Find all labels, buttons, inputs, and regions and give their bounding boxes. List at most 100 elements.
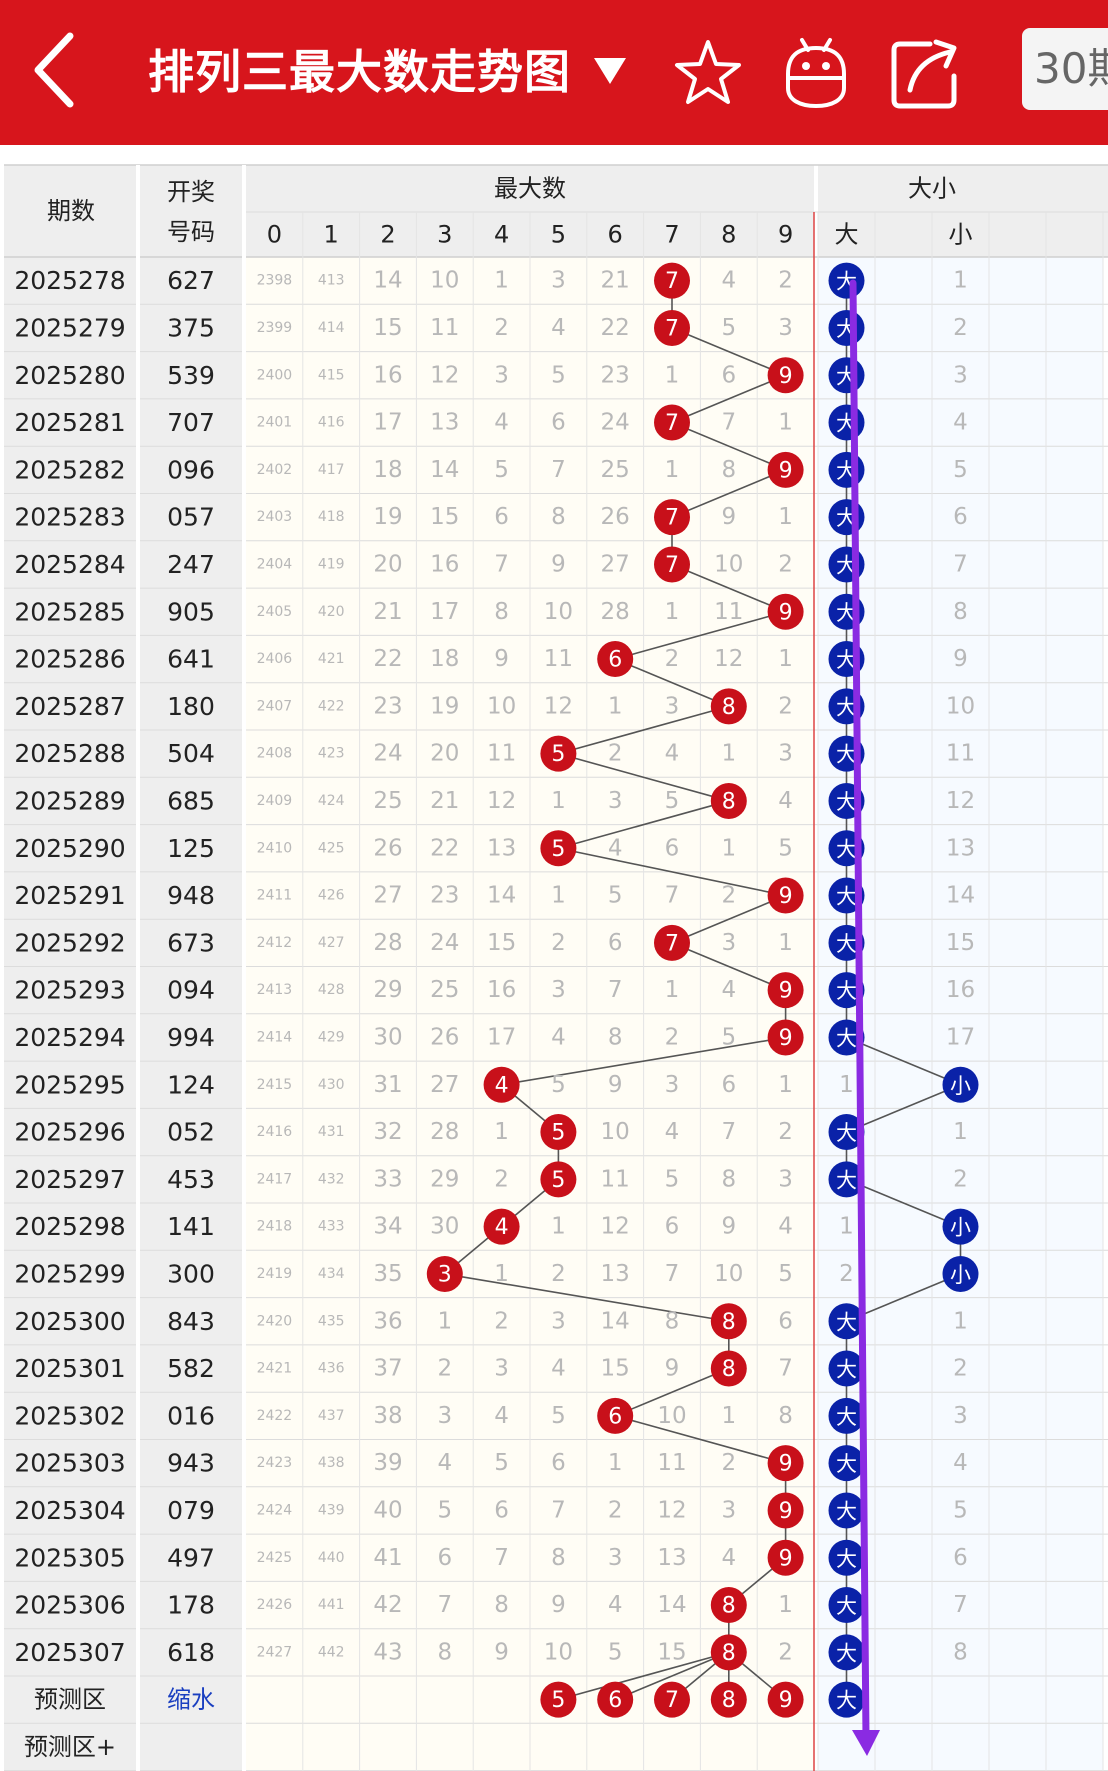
miss-count-cell: 4 bbox=[721, 1545, 736, 1571]
back-chevron-icon[interactable] bbox=[28, 30, 88, 110]
miss-count-cell: 14 bbox=[373, 268, 402, 294]
star-icon[interactable] bbox=[672, 34, 744, 110]
miss-count-cell: 29 bbox=[430, 1166, 459, 1192]
small-miss-count: 9 bbox=[953, 646, 968, 672]
predict-ball[interactable] bbox=[597, 1681, 634, 1718]
big-ball-label: 大 bbox=[836, 932, 857, 956]
prize-number-cell: 141 bbox=[167, 1212, 215, 1241]
small-ball bbox=[942, 1208, 979, 1245]
period-cell-bg bbox=[4, 540, 138, 589]
small-miss-count: 4 bbox=[953, 1450, 968, 1476]
miss-count-cell: 8 bbox=[494, 1592, 509, 1618]
max-digit-ball-label: 7 bbox=[665, 316, 679, 341]
big-ball bbox=[828, 1587, 865, 1624]
big-ball bbox=[828, 1539, 865, 1576]
trend-line-segment bbox=[558, 847, 786, 897]
app-header: 排列三最大数走势图 30期 bbox=[0, 0, 1108, 145]
page-title: 排列三最大数走势图 bbox=[148, 45, 571, 99]
miss-count-cell: 11 bbox=[601, 1166, 630, 1192]
prize-cell-bg bbox=[138, 1723, 244, 1771]
size-trend-segment bbox=[846, 1084, 961, 1133]
column-header-prize-line2: 号码 bbox=[167, 218, 215, 246]
miss-count-cell: 4 bbox=[437, 1450, 452, 1476]
miss-count-cell: 6 bbox=[721, 1072, 736, 1098]
size-row-bg bbox=[818, 1108, 1103, 1156]
miss-count-cell: 22 bbox=[601, 315, 630, 341]
small-miss-count: 15 bbox=[946, 930, 975, 956]
miss-count-cell: 20 bbox=[373, 551, 402, 577]
max-digit-ball-label: 7 bbox=[665, 506, 679, 531]
size-row-bg bbox=[818, 635, 1103, 683]
miss-count-cell: 1 bbox=[778, 1072, 793, 1098]
period-cell-bg bbox=[4, 1628, 138, 1676]
period-cell: 2025291 bbox=[14, 881, 125, 910]
period-cell-bg bbox=[4, 1486, 138, 1535]
miss-count-cell: 428 bbox=[318, 982, 345, 998]
shrink-link[interactable]: 缩水 bbox=[167, 1686, 215, 1714]
miss-count-cell: 2403 bbox=[257, 509, 293, 525]
max-digit-ball bbox=[597, 641, 634, 678]
miss-count-cell: 8 bbox=[721, 1166, 736, 1192]
predict-ball[interactable] bbox=[767, 1681, 804, 1718]
max-digit-ball bbox=[597, 1397, 634, 1434]
period-cell-bg bbox=[4, 1344, 138, 1393]
period-cell: 2025287 bbox=[14, 692, 125, 721]
miss-count-cell: 4 bbox=[494, 1403, 509, 1429]
small-miss-count: 8 bbox=[953, 1639, 968, 1665]
miss-count-cell: 16 bbox=[430, 551, 459, 577]
robot-icon[interactable] bbox=[780, 34, 852, 110]
predict-big-ball[interactable] bbox=[828, 1681, 865, 1718]
share-icon[interactable] bbox=[890, 34, 962, 110]
big-ball bbox=[828, 1019, 865, 1056]
prize-cell-bg bbox=[138, 871, 244, 920]
period-cell-bg bbox=[4, 682, 138, 730]
miss-count-cell: 9 bbox=[494, 1639, 509, 1665]
max-digit-ball-label: 9 bbox=[779, 458, 793, 483]
miss-count-cell: 3 bbox=[778, 315, 793, 341]
trend-line-segment bbox=[558, 705, 730, 755]
miss-count-cell: 10 bbox=[430, 268, 459, 294]
miss-count-cell: 10 bbox=[601, 1119, 630, 1145]
max-digit-ball-label: 9 bbox=[779, 1546, 793, 1571]
max-digit-ball bbox=[654, 404, 690, 441]
dropdown-triangle-icon[interactable] bbox=[590, 50, 630, 90]
miss-count-cell: 5 bbox=[608, 1639, 623, 1665]
period-selector[interactable]: 30期 bbox=[1022, 28, 1108, 110]
small-miss-count: 6 bbox=[953, 504, 968, 530]
max-digit-ball-label: 4 bbox=[495, 1073, 509, 1098]
miss-count-cell: 6 bbox=[608, 930, 623, 956]
miss-count-cell: 14 bbox=[430, 457, 459, 483]
predict-ball[interactable] bbox=[540, 1681, 577, 1718]
miss-count-cell: 2418 bbox=[257, 1219, 293, 1235]
big-ball-label: 大 bbox=[836, 1026, 857, 1050]
predict-plus-label: 预测区+ bbox=[24, 1733, 116, 1761]
miss-count-cell: 6 bbox=[494, 504, 509, 530]
max-digit-ball bbox=[710, 688, 747, 725]
predict-ball[interactable] bbox=[654, 1681, 690, 1718]
miss-count-cell: 2 bbox=[778, 693, 793, 719]
miss-count-cell: 436 bbox=[318, 1361, 345, 1377]
digit-header-2: 2 bbox=[380, 221, 395, 249]
predict-ball[interactable] bbox=[710, 1681, 747, 1718]
period-cell-bg bbox=[4, 1203, 138, 1251]
digit-header-5: 5 bbox=[551, 221, 566, 249]
prize-number-cell: 685 bbox=[167, 786, 215, 815]
miss-count-cell: 12 bbox=[601, 1214, 630, 1240]
prize-number-cell: 497 bbox=[167, 1543, 215, 1572]
miss-count-cell: 2 bbox=[494, 315, 509, 341]
miss-count-cell: 23 bbox=[601, 362, 630, 388]
prize-cell-bg bbox=[138, 777, 244, 825]
big-ball-label: 大 bbox=[836, 1358, 857, 1382]
period-cell-bg bbox=[4, 1250, 138, 1298]
miss-count-cell: 427 bbox=[318, 935, 345, 951]
miss-count-cell: 12 bbox=[714, 646, 743, 672]
miss-count-cell: 4 bbox=[721, 268, 736, 294]
small-miss-count: 2 bbox=[953, 1166, 968, 1192]
miss-count-cell: 10 bbox=[657, 1403, 686, 1429]
prize-number-cell: 096 bbox=[167, 455, 215, 484]
miss-count-cell: 30 bbox=[373, 1024, 402, 1050]
header-cell-period bbox=[4, 165, 138, 257]
prize-cell-bg bbox=[138, 1439, 244, 1487]
prize-cell-bg bbox=[138, 919, 244, 967]
prize-cell-bg bbox=[138, 1155, 244, 1203]
